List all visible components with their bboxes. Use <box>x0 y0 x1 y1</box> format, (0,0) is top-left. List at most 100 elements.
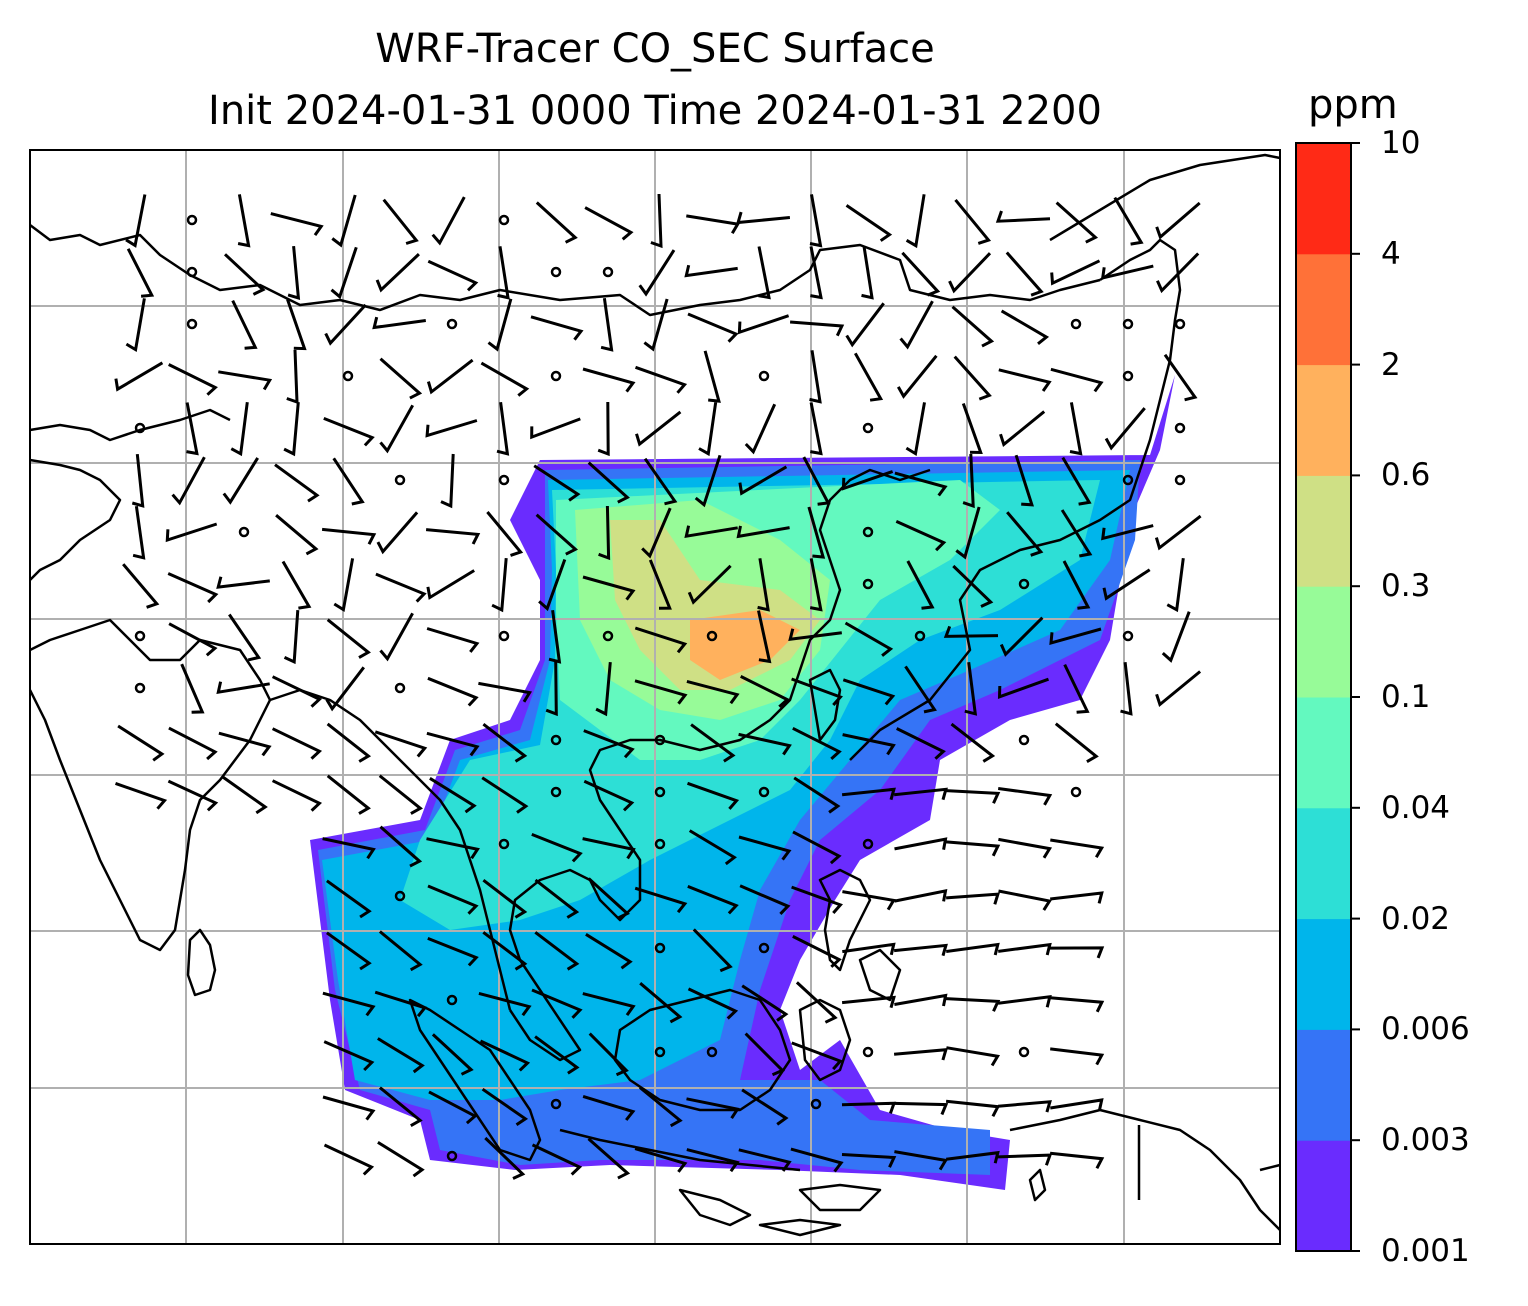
wind-barb <box>686 679 740 705</box>
wind-barb <box>482 931 528 971</box>
calm-wind-marker <box>446 1150 458 1162</box>
wind-barb <box>325 666 365 712</box>
calm-wind-marker <box>446 318 458 330</box>
wind-barb <box>479 1039 531 1072</box>
wind-barb <box>703 350 721 403</box>
map-panel <box>28 149 1281 1245</box>
wind-barb <box>945 942 1000 956</box>
wind-barb <box>487 298 513 352</box>
wind-barb <box>962 453 975 509</box>
wind-barb <box>686 214 741 235</box>
wind-barb <box>534 878 580 919</box>
wind-barb <box>587 461 630 504</box>
wind-barb <box>634 886 688 914</box>
wind-barb <box>953 355 992 401</box>
wind-barb <box>587 1137 631 1180</box>
wind-barb <box>955 506 981 560</box>
calm-wind-marker <box>186 266 198 278</box>
wind-barb <box>114 361 164 392</box>
wind-barb <box>582 1094 636 1121</box>
wind-barb <box>1104 407 1146 451</box>
wind-barb <box>426 837 480 860</box>
calm-wind-marker <box>134 630 146 642</box>
colorbar-tick-label: 0.04 <box>1381 789 1451 826</box>
wind-barb <box>738 1148 792 1172</box>
wind-barb <box>270 212 324 236</box>
calm-wind-marker <box>862 838 874 850</box>
wind-barb <box>1050 1047 1105 1066</box>
calm-wind-marker <box>654 1046 666 1058</box>
wind-barb <box>484 1136 526 1180</box>
wind-barb <box>842 890 897 911</box>
wind-barb <box>999 410 1046 447</box>
wind-barb <box>906 560 935 610</box>
wind-barb <box>1054 722 1099 763</box>
wind-barb <box>1156 252 1200 294</box>
wind-barb <box>326 774 371 815</box>
wind-barb <box>377 1141 425 1178</box>
wind-barb <box>582 575 636 601</box>
wind-barb <box>945 892 1000 905</box>
wind-barb <box>429 777 477 814</box>
wind-barb <box>788 628 842 641</box>
wind-barb <box>791 1041 843 1071</box>
colorbar-tick-label: 0.001 <box>1381 1233 1470 1269</box>
wind-barb <box>687 987 739 1020</box>
wind-barb <box>845 204 893 242</box>
wind-barb <box>287 245 301 300</box>
wind-barb <box>440 453 455 509</box>
wind-barb <box>893 1048 948 1061</box>
wind-barb <box>600 297 614 352</box>
wind-barb <box>698 402 718 457</box>
wind-barb <box>809 558 823 612</box>
wind-barb <box>428 1090 478 1125</box>
wind-barb <box>481 1087 529 1127</box>
wind-barb <box>951 305 995 348</box>
wind-barb <box>218 731 272 757</box>
calm-wind-marker <box>394 890 406 902</box>
wind-barb <box>894 471 948 497</box>
colorbar-segment <box>1296 807 1351 920</box>
wind-barb <box>323 417 375 447</box>
colorbar-tick-label: 0.6 <box>1381 457 1431 494</box>
wind-barb <box>582 992 636 1016</box>
wind-barb <box>896 354 938 399</box>
wind-barb <box>538 558 567 612</box>
calm-wind-marker <box>498 838 510 850</box>
wind-barb <box>757 246 771 300</box>
wind-barb <box>998 995 1052 1008</box>
wind-barb <box>842 678 896 706</box>
wind-barb <box>894 1150 949 1171</box>
wind-barb <box>427 937 479 967</box>
wind-barb <box>894 888 948 903</box>
calm-wind-marker <box>1018 734 1030 746</box>
wind-barb <box>741 984 789 1022</box>
colorbar-tick-label: 0.006 <box>1381 1011 1470 1048</box>
wind-barb <box>283 401 300 457</box>
wind-barb <box>1101 524 1154 541</box>
calm-wind-marker <box>1122 370 1134 382</box>
wind-barb <box>1102 568 1151 601</box>
wind-barb <box>165 522 218 543</box>
wind-barb <box>496 402 510 456</box>
calm-wind-marker <box>342 370 354 382</box>
wind-barb <box>131 453 145 508</box>
wind-barb <box>237 194 251 248</box>
wind-barb <box>842 942 896 956</box>
calm-wind-marker <box>862 1046 874 1058</box>
colorbar-tick-label: 2 <box>1381 346 1401 383</box>
wind-barb <box>426 731 480 757</box>
wind-barb <box>376 511 419 555</box>
wind-barb <box>635 410 682 447</box>
calm-wind-marker <box>550 1098 562 1110</box>
wind-barb <box>792 935 842 968</box>
wind-barb <box>126 248 155 298</box>
wind-barb <box>1014 454 1034 507</box>
wind-barb <box>757 558 770 612</box>
wind-barb <box>375 253 420 293</box>
wind-barb <box>321 527 377 545</box>
wind-barb <box>1050 259 1101 286</box>
calm-wind-marker <box>654 734 666 746</box>
calm-wind-marker <box>758 942 770 954</box>
